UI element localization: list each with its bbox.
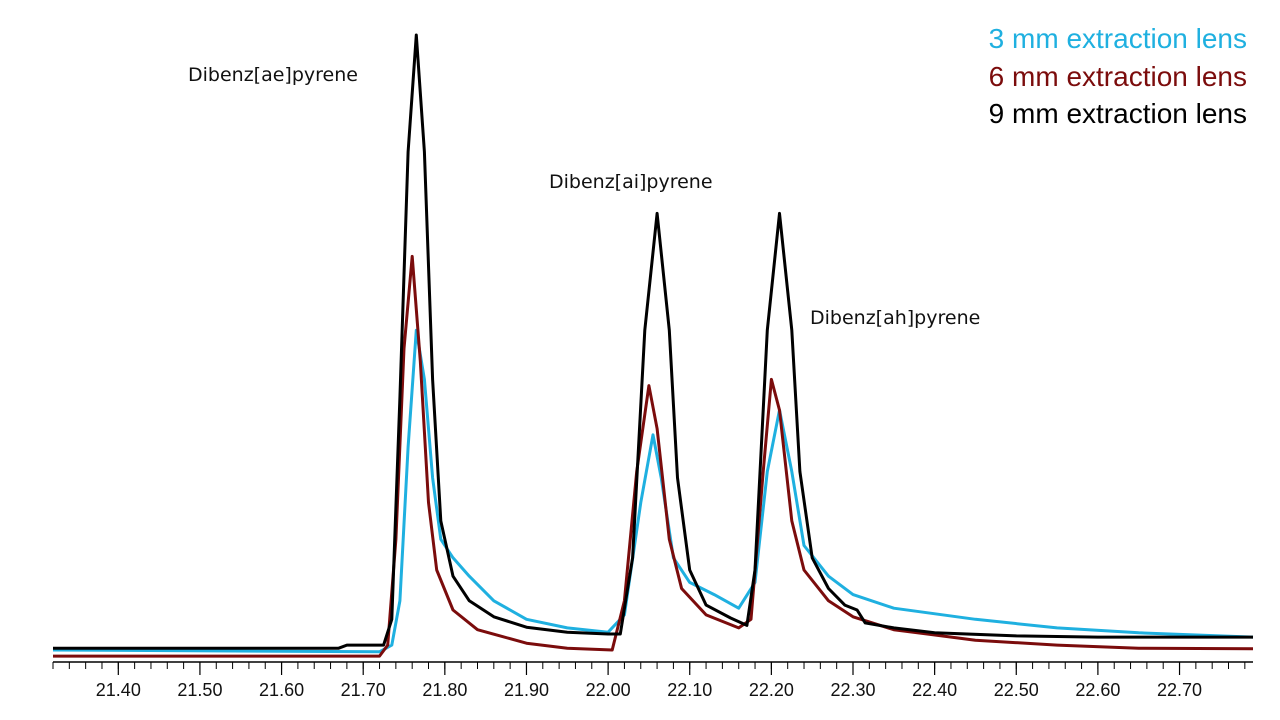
- annotation-dibenz-ae-pyrene: Dibenz[ae]pyrene: [188, 64, 358, 86]
- trace-series-2: [53, 33, 1253, 650]
- x-tick-label: 22.60: [1075, 680, 1120, 700]
- x-tick-label: 22.20: [749, 680, 794, 700]
- x-tick-label: 21.90: [504, 680, 549, 700]
- x-tick-label: 22.70: [1157, 680, 1202, 700]
- x-tick-label: 22.40: [912, 680, 957, 700]
- legend: 3 mm extraction lens 6 mm extraction len…: [989, 20, 1247, 133]
- legend-entry-6mm: 6 mm extraction lens: [988, 60, 1247, 92]
- traces: [52, 33, 1254, 658]
- x-tick-label: 21.60: [259, 680, 304, 700]
- legend-entry-9mm: 9 mm extraction lens: [988, 98, 1247, 129]
- x-tick-label: 22.50: [994, 680, 1039, 700]
- legend-entry-3mm: 3 mm extraction lens: [988, 23, 1247, 54]
- x-tick-label: 22.30: [830, 680, 875, 700]
- x-tick-label: 21.40: [96, 680, 141, 700]
- trace-series-1: [53, 254, 1254, 658]
- x-axis: 21.40 21.50 21.60 21.70 21.80 21.90 22.00 22.10…: [52, 661, 1253, 700]
- trace-series-0: [52, 328, 1254, 654]
- annotation-dibenz-ai-pyrene: Dibenz[ai]pyrene: [549, 171, 713, 193]
- annotation-dibenz-ah-pyrene: Dibenz[ah]pyrene: [810, 307, 981, 329]
- x-tick-label: 22.00: [586, 680, 631, 700]
- x-tick-label: 21.80: [422, 680, 467, 700]
- x-tick-label: 21.70: [341, 680, 386, 700]
- x-tick-label: 22.10: [667, 680, 712, 700]
- x-tick-label: 21.50: [177, 680, 222, 700]
